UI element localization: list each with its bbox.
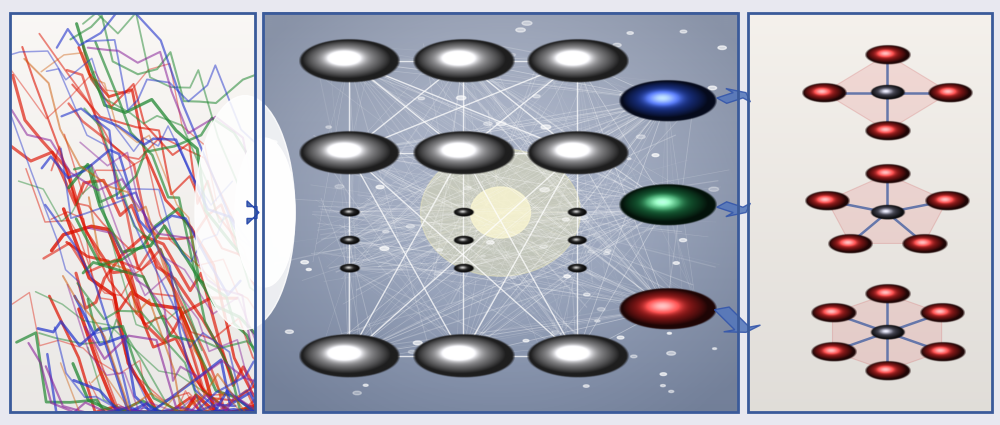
- Circle shape: [671, 213, 677, 216]
- Circle shape: [533, 95, 540, 98]
- Circle shape: [660, 385, 665, 387]
- Circle shape: [474, 338, 480, 341]
- Circle shape: [516, 28, 525, 32]
- Circle shape: [359, 371, 369, 375]
- Circle shape: [554, 136, 562, 139]
- Circle shape: [484, 122, 492, 125]
- Circle shape: [667, 351, 676, 355]
- Circle shape: [595, 320, 600, 322]
- Circle shape: [584, 293, 590, 296]
- Polygon shape: [827, 174, 947, 244]
- Circle shape: [613, 43, 621, 47]
- Circle shape: [280, 167, 284, 169]
- Circle shape: [713, 348, 717, 349]
- Circle shape: [434, 272, 442, 275]
- FancyArrow shape: [717, 202, 750, 217]
- Circle shape: [562, 218, 569, 221]
- Circle shape: [487, 241, 494, 244]
- Polygon shape: [833, 294, 942, 371]
- Circle shape: [620, 94, 626, 96]
- Circle shape: [510, 276, 516, 278]
- Circle shape: [605, 249, 611, 252]
- Circle shape: [709, 187, 719, 191]
- Circle shape: [481, 255, 485, 257]
- Polygon shape: [824, 54, 950, 131]
- Circle shape: [636, 135, 645, 139]
- Circle shape: [597, 308, 605, 311]
- Circle shape: [306, 269, 311, 271]
- Circle shape: [583, 385, 589, 387]
- Circle shape: [456, 96, 466, 100]
- Circle shape: [646, 113, 653, 116]
- Circle shape: [326, 126, 332, 128]
- Circle shape: [578, 215, 588, 220]
- Circle shape: [380, 246, 389, 250]
- Ellipse shape: [470, 187, 530, 238]
- Circle shape: [627, 158, 631, 160]
- Circle shape: [276, 223, 285, 227]
- Circle shape: [708, 86, 717, 90]
- Bar: [748, 13, 992, 412]
- Circle shape: [324, 161, 332, 164]
- Ellipse shape: [235, 138, 295, 287]
- Circle shape: [383, 230, 389, 233]
- Circle shape: [408, 350, 416, 354]
- Circle shape: [540, 188, 549, 192]
- Circle shape: [413, 341, 422, 345]
- FancyArrow shape: [717, 88, 750, 103]
- Circle shape: [285, 330, 293, 333]
- Bar: [10, 13, 255, 412]
- Circle shape: [673, 262, 679, 264]
- FancyArrow shape: [714, 307, 760, 332]
- Circle shape: [689, 295, 693, 297]
- Circle shape: [540, 245, 547, 248]
- Circle shape: [631, 355, 637, 358]
- Circle shape: [564, 275, 570, 278]
- Ellipse shape: [420, 149, 580, 276]
- Circle shape: [653, 297, 662, 300]
- Circle shape: [353, 391, 361, 395]
- FancyArrow shape: [247, 201, 259, 224]
- Circle shape: [335, 184, 344, 189]
- Circle shape: [446, 147, 453, 150]
- Bar: [263, 13, 738, 412]
- Circle shape: [588, 250, 594, 253]
- Circle shape: [463, 187, 471, 190]
- Circle shape: [338, 340, 347, 343]
- Circle shape: [496, 122, 506, 126]
- Circle shape: [697, 198, 704, 201]
- Circle shape: [679, 238, 687, 242]
- Circle shape: [523, 340, 529, 342]
- Circle shape: [617, 336, 624, 339]
- Circle shape: [552, 331, 558, 334]
- Circle shape: [636, 212, 641, 213]
- Circle shape: [660, 373, 667, 376]
- Circle shape: [568, 337, 573, 339]
- Circle shape: [652, 154, 659, 156]
- Circle shape: [363, 384, 368, 386]
- Circle shape: [418, 97, 425, 100]
- Circle shape: [669, 391, 674, 393]
- Circle shape: [718, 46, 726, 49]
- Circle shape: [282, 171, 292, 175]
- Circle shape: [361, 74, 368, 77]
- Circle shape: [437, 249, 443, 251]
- Circle shape: [604, 252, 610, 255]
- Circle shape: [541, 125, 551, 129]
- Circle shape: [667, 332, 671, 334]
- Circle shape: [406, 224, 415, 228]
- Circle shape: [680, 30, 687, 33]
- Circle shape: [376, 185, 384, 189]
- Circle shape: [301, 261, 308, 264]
- Circle shape: [510, 54, 516, 56]
- Ellipse shape: [195, 96, 295, 329]
- Circle shape: [627, 32, 633, 34]
- Circle shape: [522, 21, 532, 25]
- Circle shape: [268, 140, 277, 144]
